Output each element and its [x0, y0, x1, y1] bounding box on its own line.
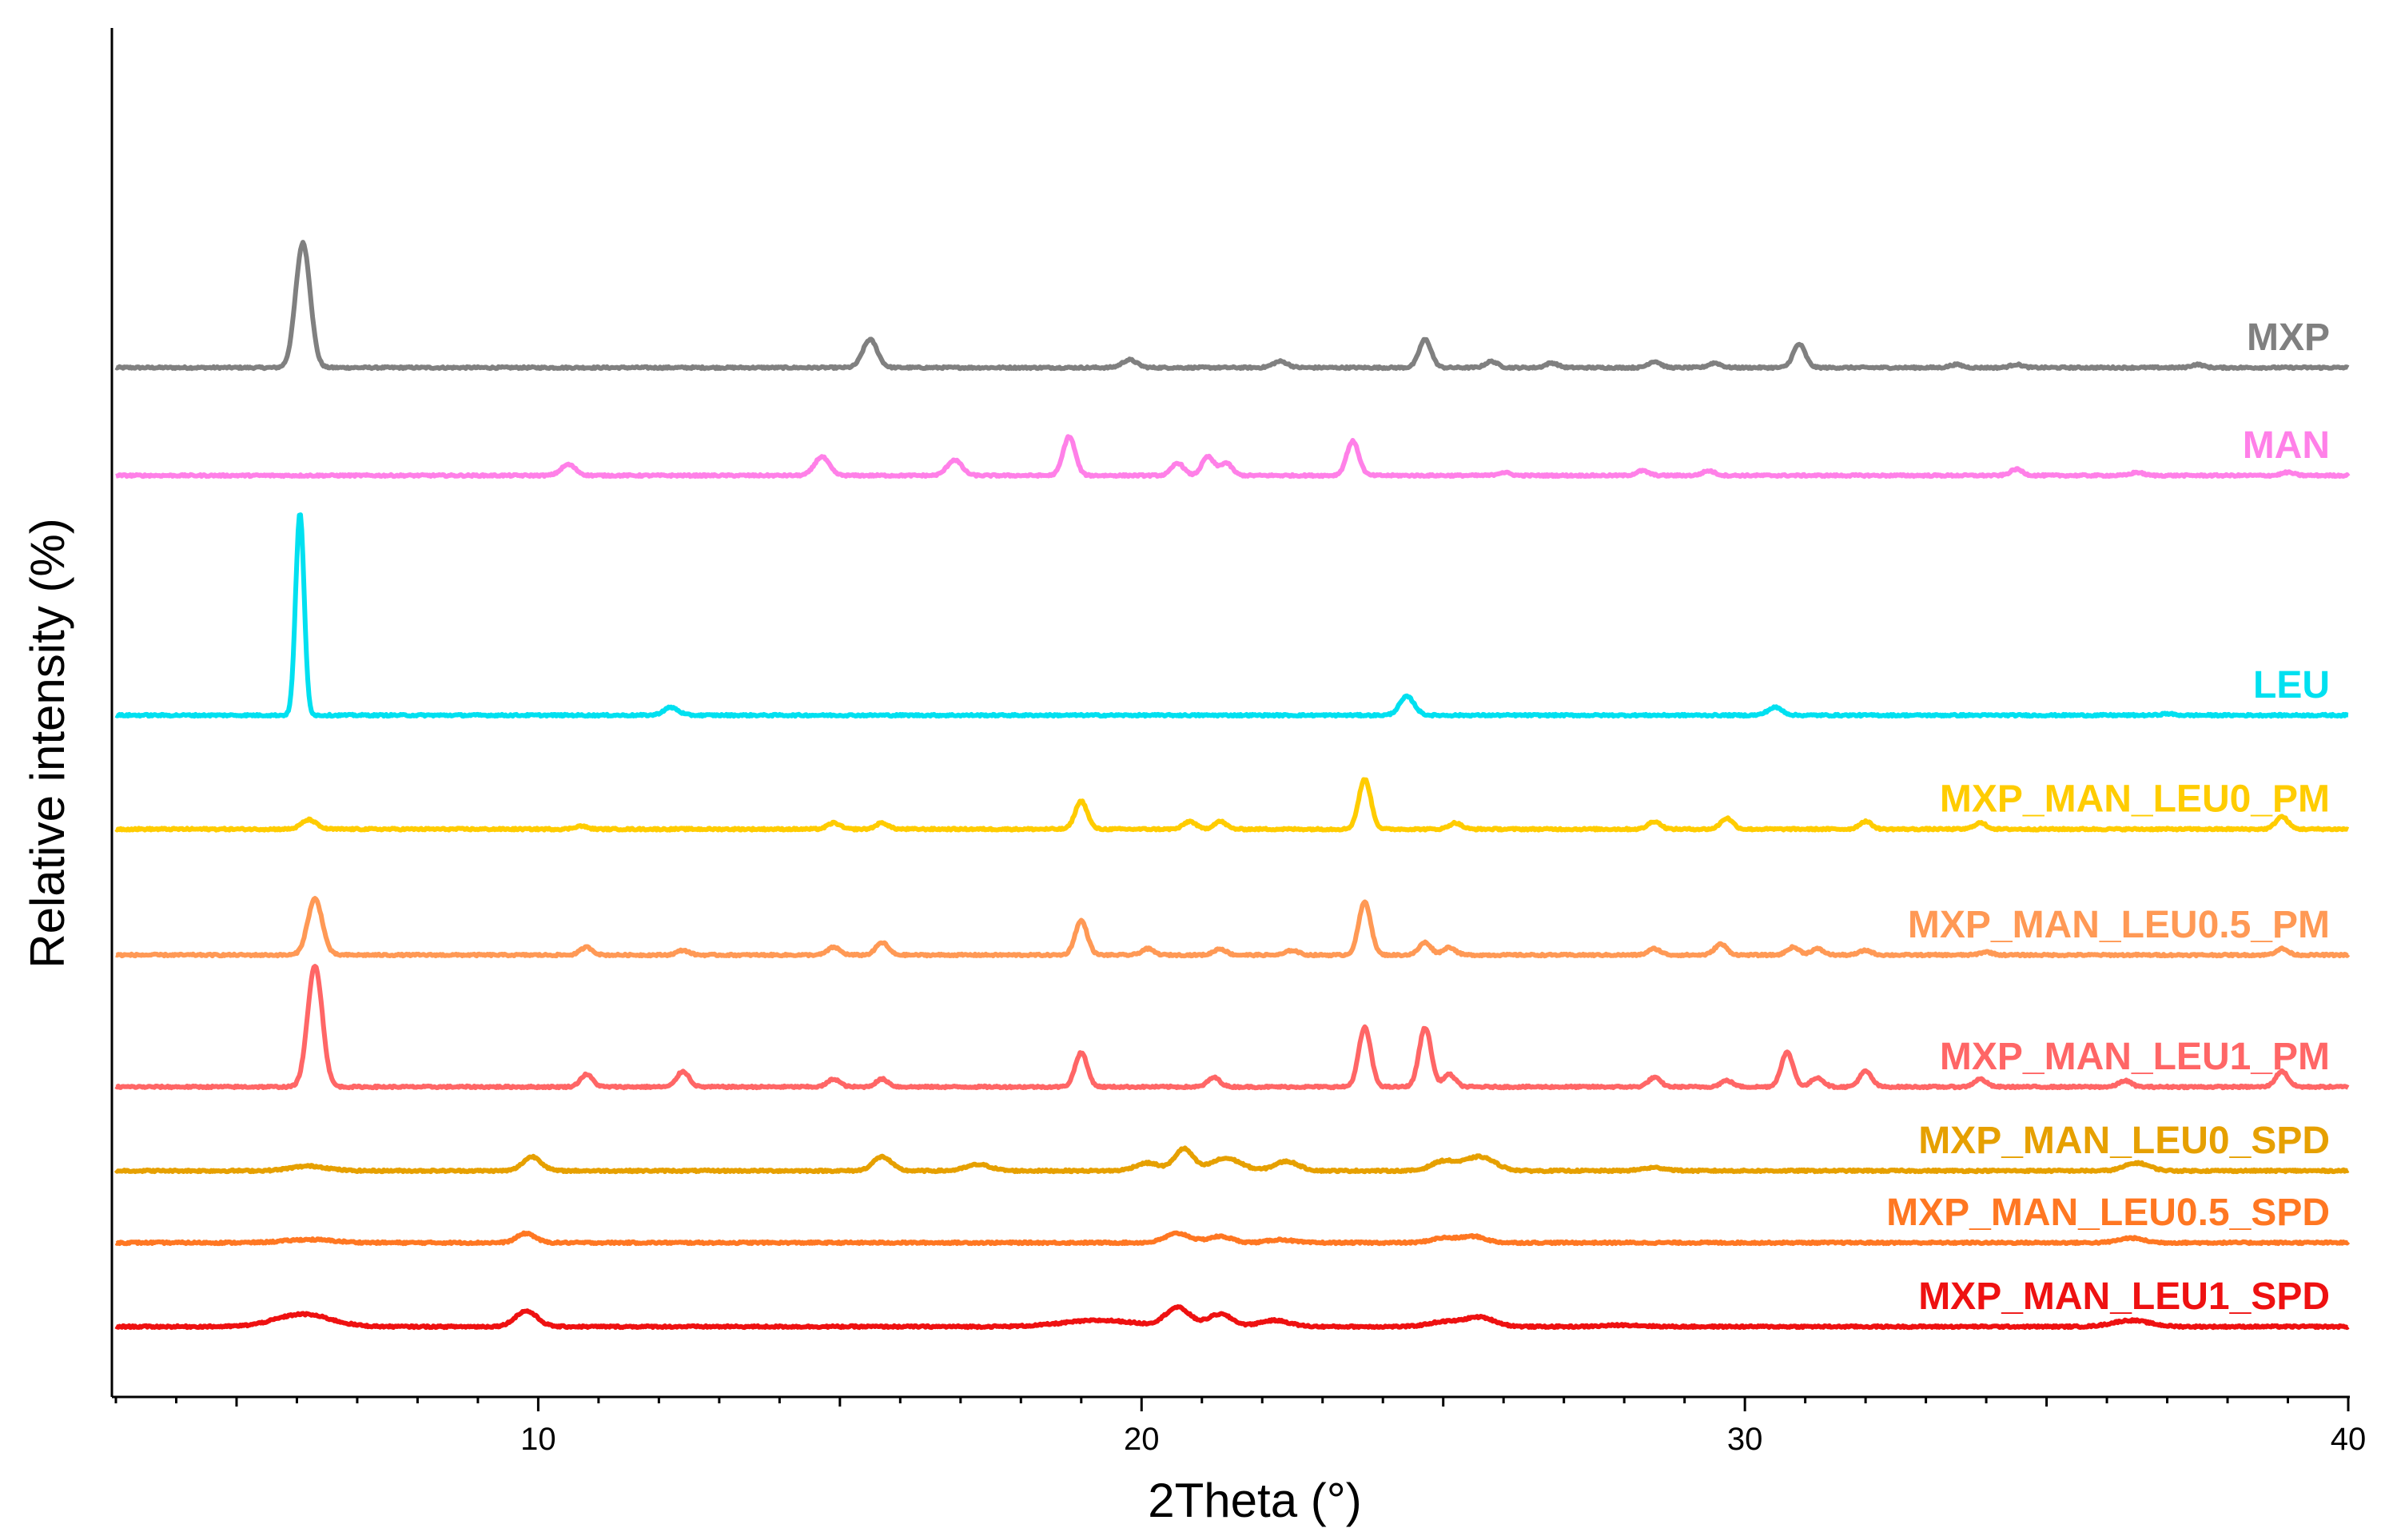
series-mxp: MXP [114, 240, 2350, 372]
series-line [114, 964, 2350, 1091]
y-axis-title: Relative intensity (%) [21, 518, 74, 969]
x-tick-label: 20 [1124, 1422, 1160, 1457]
series-label: MXP_MAN_LEU0_SPD [1918, 1120, 2330, 1162]
series-label: MXP_MAN_LEU1_PM [1940, 1036, 2330, 1078]
series-group: MXP MAN LEU MXP_MAN_LEU0_PM MXP_MAN_LEU0.5_P… [113, 240, 2351, 1331]
series-mxp-man-leu0-5-pm: MXP_MAN_LEU0.5_PM [114, 896, 2351, 959]
series-label: MXP_MAN_LEU1_SPD [1918, 1275, 2330, 1318]
axes: 10 20 30 40 [110, 28, 2367, 1457]
x-tick-label: 40 [2331, 1422, 2367, 1457]
series-line [114, 896, 2351, 959]
series-label: MXP_MAN_LEU0.5_SPD [1886, 1192, 2330, 1234]
series-line [114, 1230, 2351, 1247]
series-mxp-man-leu0-5-spd: MXP_MAN_LEU0.5_SPD [114, 1192, 2351, 1247]
series-label: MXP [2247, 316, 2330, 359]
series-leu: LEU [114, 512, 2350, 719]
x-tick-label: 30 [1727, 1422, 1763, 1457]
series-label: MXP_MAN_LEU0_PM [1940, 778, 2330, 821]
x-ticks: 10 20 30 40 [114, 1397, 2367, 1457]
series-line [114, 434, 2351, 480]
series-label: MAN [2243, 424, 2330, 467]
series-man: MAN [114, 424, 2351, 480]
series-line [114, 512, 2350, 719]
series-label: LEU [2253, 664, 2330, 706]
series-mxp-man-leu0-spd: MXP_MAN_LEU0_SPD [113, 1120, 2350, 1175]
series-line [114, 240, 2350, 372]
series-line [114, 777, 2350, 833]
x-tick-label: 10 [520, 1422, 556, 1457]
series-line [113, 1145, 2350, 1175]
series-line [114, 1304, 2350, 1331]
x-axis-title: 2Theta (°) [1148, 1474, 1361, 1527]
series-mxp-man-leu1-pm: MXP_MAN_LEU1_PM [114, 964, 2350, 1091]
series-label: MXP_MAN_LEU0.5_PM [1908, 904, 2330, 946]
series-mxp-man-leu0-pm: MXP_MAN_LEU0_PM [114, 777, 2350, 833]
series-mxp-man-leu1-spd: MXP_MAN_LEU1_SPD [114, 1275, 2350, 1331]
